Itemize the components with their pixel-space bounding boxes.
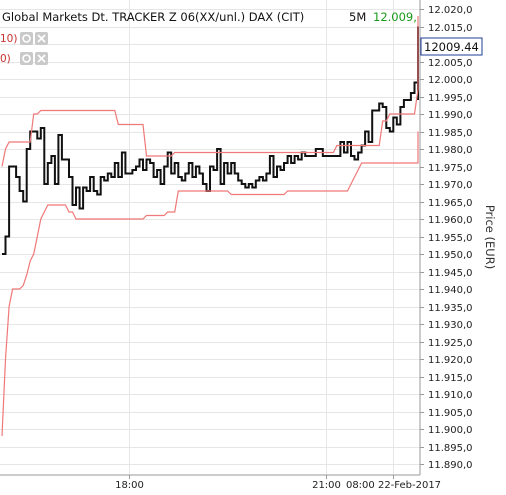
- y-tick-label: 11.995,0: [428, 93, 473, 104]
- y-tick-label: 12.015,0: [428, 23, 473, 34]
- current-price-label: 12009.44: [424, 40, 479, 54]
- chart-title: Global Markets Dt. TRACKER Z 06(XX/unl.)…: [2, 10, 304, 24]
- series-line-0: [2, 26, 419, 255]
- indicator-label-1: 10): [0, 33, 17, 45]
- y-tick-label: 11.975,0: [428, 163, 473, 174]
- indicator-label-2: 0): [0, 53, 11, 65]
- y-tick-label: 12.000,0: [428, 75, 473, 86]
- interval-label[interactable]: 5M: [349, 10, 366, 24]
- y-tick-label: 11.935,0: [428, 303, 473, 314]
- y-tick-label: 11.950,0: [428, 250, 473, 261]
- x-tick-label: 18:00: [115, 480, 144, 491]
- indicator-row-1: 10): [0, 32, 48, 45]
- y-tick-label: 11.960,0: [428, 215, 473, 226]
- y-tick-label: 11.970,0: [428, 180, 473, 191]
- y-tick-label: 11.915,0: [428, 373, 473, 384]
- current-price-box: 12009.44: [420, 37, 483, 56]
- y-tick-label: 12.005,0: [428, 58, 473, 69]
- y-tick-label: 11.965,0: [428, 198, 473, 209]
- series-line-2: [1, 131, 419, 437]
- indicator-row-2: 0): [0, 52, 48, 65]
- y-tick-label: 11.990,0: [428, 110, 473, 121]
- settings-icon[interactable]: [20, 52, 33, 65]
- last-value-label: 12.009,: [373, 10, 417, 24]
- y-tick-label: 12.020,0: [428, 5, 473, 16]
- y-tick-label: 11.890,0: [428, 460, 473, 471]
- x-tick-label: 21:00: [312, 480, 341, 491]
- y-tick-label: 11.945,0: [428, 268, 473, 279]
- y-tick-label: 11.910,0: [428, 390, 473, 401]
- x-tick-label: 08:00 22-Feb-2017: [346, 480, 441, 491]
- y-tick-label: 11.955,0: [428, 233, 473, 244]
- y-axis-label: Price (EUR): [483, 205, 497, 269]
- settings-icon[interactable]: [20, 32, 33, 45]
- grid: [0, 0, 420, 475]
- series-layer: [1, 16, 419, 437]
- x-axis: 18:00 21:00 08:00 22-Feb-2017: [115, 475, 441, 491]
- y-tick-label: 11.930,0: [428, 320, 473, 331]
- y-tick-label: 11.905,0: [428, 408, 473, 419]
- series-line-1: [1, 16, 419, 167]
- y-tick-label: 11.920,0: [428, 355, 473, 366]
- y-tick-label: 11.985,0: [428, 128, 473, 139]
- y-tick-label: 11.900,0: [428, 425, 473, 436]
- y-tick-label: 11.980,0: [428, 145, 473, 156]
- close-icon[interactable]: [35, 52, 48, 65]
- y-tick-label: 11.940,0: [428, 285, 473, 296]
- close-icon[interactable]: [35, 32, 48, 45]
- y-tick-label: 11.895,0: [428, 443, 473, 454]
- y-tick-label: 11.925,0: [428, 338, 473, 349]
